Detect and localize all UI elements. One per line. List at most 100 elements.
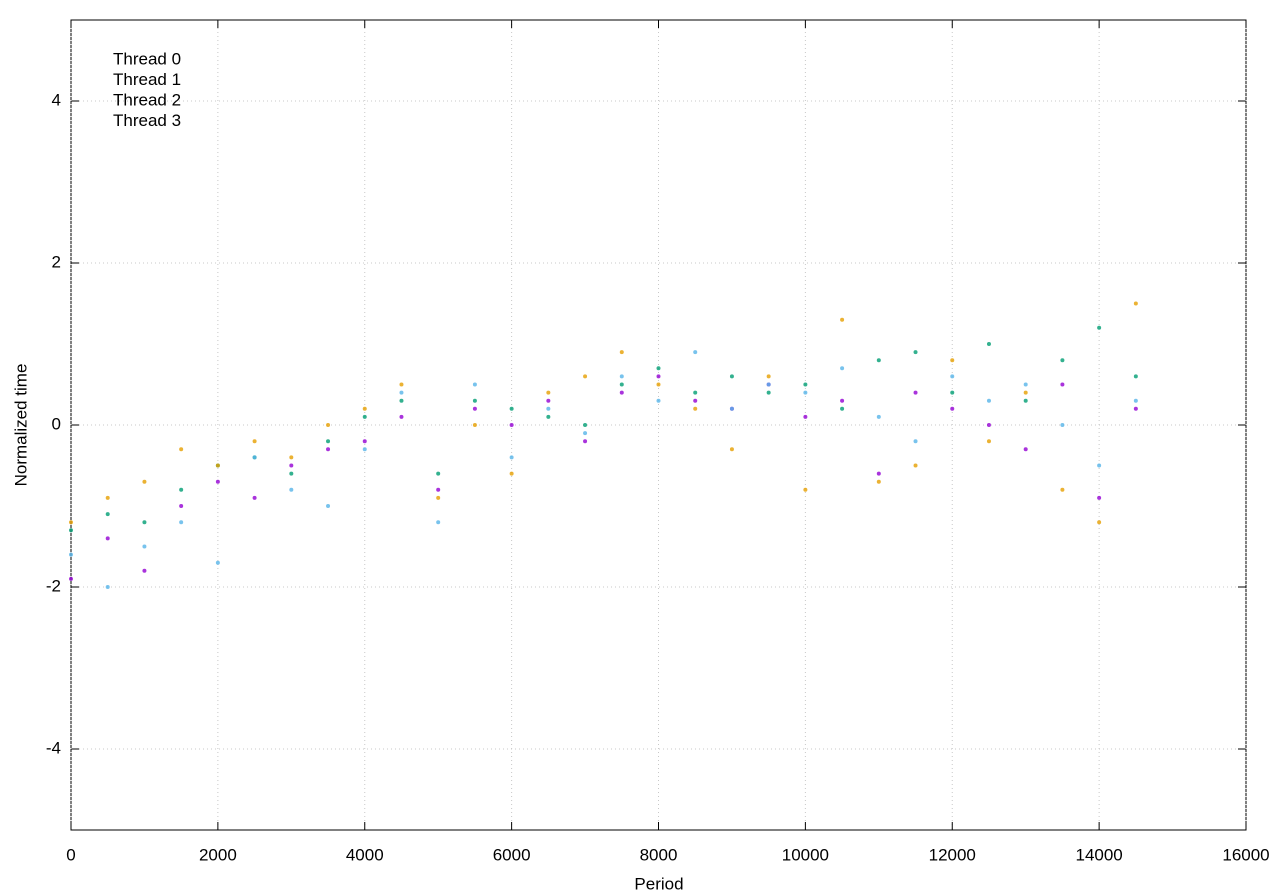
x-tick-label: 6000 (493, 845, 531, 864)
x-tick-label: 10000 (782, 845, 829, 864)
legend-label: Thread 2 (113, 90, 181, 109)
point (840, 366, 845, 371)
x-tick-label: 12000 (929, 845, 976, 864)
point (436, 471, 441, 476)
point (693, 406, 698, 411)
point (399, 390, 404, 395)
point (509, 406, 514, 411)
point (766, 374, 771, 379)
point (1023, 382, 1028, 387)
point (179, 504, 184, 508)
y-tick-label: 4 (52, 90, 61, 109)
point (289, 455, 294, 460)
point (803, 487, 808, 492)
point (179, 520, 184, 525)
point (876, 358, 881, 363)
point (215, 479, 220, 484)
point (656, 382, 661, 387)
point (1133, 398, 1138, 403)
point (840, 317, 845, 322)
point (1060, 358, 1065, 363)
point (913, 439, 918, 444)
point (1060, 487, 1065, 492)
point (399, 398, 404, 403)
point (876, 479, 881, 484)
point (362, 414, 367, 419)
point (986, 439, 991, 444)
point (583, 431, 588, 436)
point (326, 447, 331, 452)
y-tick-label: -4 (46, 738, 61, 757)
x-axis-label: Period (634, 874, 683, 893)
point (509, 423, 514, 427)
point (105, 536, 110, 541)
x-tick-label: 4000 (346, 845, 384, 864)
point (766, 390, 771, 395)
point (1133, 374, 1138, 379)
point (619, 350, 624, 355)
point (583, 374, 588, 379)
y-axis-label: Normalized time (11, 364, 30, 487)
point (289, 463, 294, 468)
point (1097, 520, 1102, 525)
point (950, 374, 955, 379)
point (876, 414, 881, 419)
point (840, 398, 845, 403)
point (362, 406, 367, 411)
x-tick-label: 8000 (640, 845, 678, 864)
x-tick-label: 2000 (199, 845, 237, 864)
point (913, 463, 918, 468)
point (1060, 423, 1065, 427)
point (215, 560, 220, 565)
point (950, 406, 955, 411)
x-tick-label: 16000 (1222, 845, 1269, 864)
point (803, 414, 808, 419)
point (693, 398, 698, 403)
point (326, 439, 331, 444)
point (69, 552, 73, 557)
point (105, 512, 110, 517)
point (619, 374, 624, 379)
point (105, 585, 110, 589)
point (252, 439, 257, 444)
point (986, 398, 991, 403)
point (1023, 390, 1028, 395)
point (656, 374, 661, 379)
point (1097, 325, 1102, 330)
point (252, 455, 257, 460)
point (509, 455, 514, 460)
point (1133, 301, 1138, 306)
point (509, 471, 514, 476)
point (289, 487, 294, 492)
point (729, 374, 734, 379)
point (472, 423, 477, 427)
point (546, 390, 551, 395)
point (913, 390, 918, 395)
point (472, 382, 477, 387)
point (1023, 447, 1028, 452)
point (1097, 495, 1102, 500)
point (399, 382, 404, 387)
point (142, 520, 147, 525)
point (950, 390, 955, 395)
point (619, 390, 624, 395)
point (583, 439, 588, 444)
point (546, 406, 551, 411)
legend-label: Thread 3 (113, 111, 181, 130)
point (546, 414, 551, 419)
point (1097, 463, 1102, 468)
point (436, 520, 441, 525)
point (436, 495, 441, 500)
point (876, 471, 881, 476)
point (326, 423, 331, 427)
point (546, 398, 551, 403)
point (693, 350, 698, 355)
legend-label: Thread 1 (113, 70, 181, 89)
x-tick-label: 0 (66, 845, 75, 864)
point (986, 423, 991, 427)
point (326, 504, 331, 508)
point (1023, 398, 1028, 403)
point (986, 342, 991, 346)
point (362, 447, 367, 452)
